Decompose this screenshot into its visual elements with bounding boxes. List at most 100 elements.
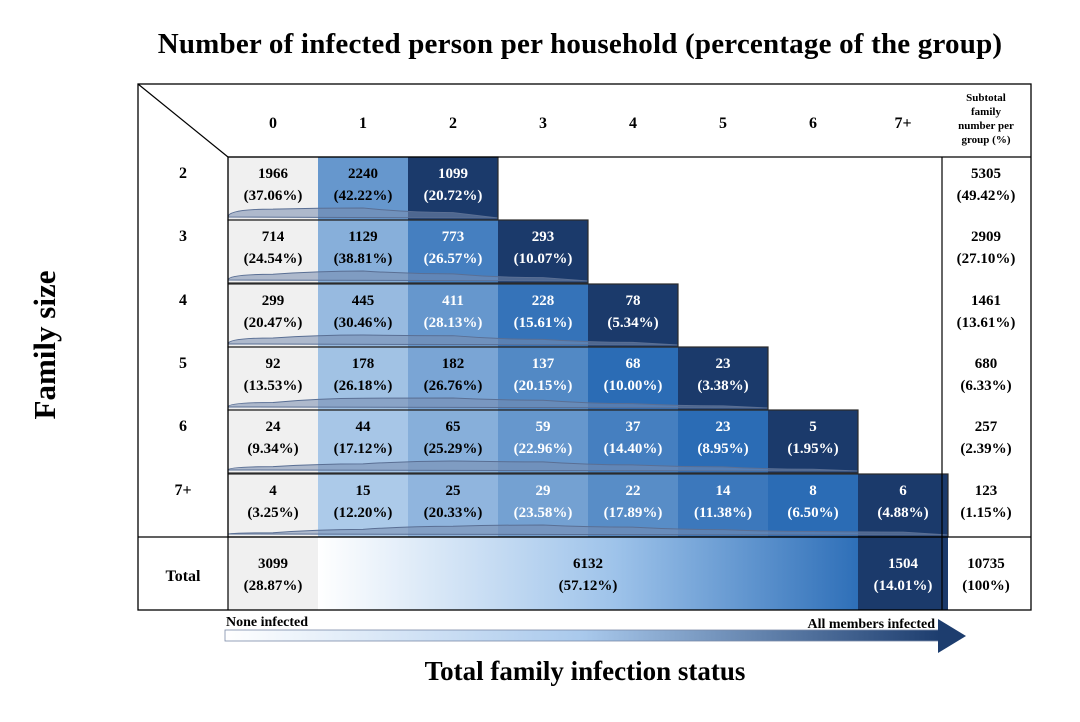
grand-total-percent: (100%) — [962, 578, 1010, 594]
distribution-curve-row-3 — [227, 270, 589, 282]
cell-percent: (38.81%) — [334, 251, 393, 267]
table-border — [137, 83, 1032, 611]
row-label-4: 4 — [179, 292, 187, 309]
cell-count: 299 — [262, 293, 285, 309]
status-arrow-head — [938, 619, 966, 653]
cell-count: 445 — [352, 293, 375, 309]
cell-percent: (22.96%) — [514, 441, 573, 457]
cell-count: 68 — [626, 356, 641, 372]
cell-count: 1966 — [258, 166, 289, 182]
cell-count: 228 — [532, 293, 555, 309]
distribution-curve-row-7+ — [227, 524, 949, 536]
cell-r5-c5 — [678, 347, 768, 410]
cell-r7+-c0 — [228, 474, 318, 537]
row-label-2: 2 — [179, 165, 187, 182]
cell-percent: (20.72%) — [424, 188, 483, 204]
cell-percent: (3.38%) — [697, 378, 748, 394]
status-label-none-infected: None infected — [226, 615, 308, 630]
cell-count: 23 — [716, 419, 731, 435]
total-none-count: 3099 — [258, 556, 288, 572]
cell-count: 5 — [809, 419, 817, 435]
cell-percent: (26.18%) — [334, 378, 393, 394]
cell-percent: (10.07%) — [514, 251, 573, 267]
subtotal-count: 1461 — [971, 293, 1001, 309]
distribution-curve-row-2 — [227, 207, 499, 219]
total-partial-cell — [318, 537, 858, 610]
subtotal-percent: (27.10%) — [957, 251, 1016, 267]
cell-count: 59 — [536, 419, 551, 435]
cell-percent: (1.95%) — [787, 441, 838, 457]
total-none-cell — [228, 537, 318, 610]
corner-diagonal — [137, 83, 229, 158]
cell-r6-c0 — [228, 410, 318, 473]
x-axis-label: Total family infection status — [424, 656, 746, 686]
cell-percent: (8.95%) — [697, 441, 748, 457]
cell-r5-c4 — [588, 347, 678, 410]
cell-percent: (25.29%) — [424, 441, 483, 457]
chart-title: Number of infected person per household … — [157, 28, 1003, 60]
cell-percent: (23.58%) — [514, 505, 573, 521]
column-header-3: 3 — [539, 115, 547, 132]
total-partial-count: 6132 — [573, 556, 603, 572]
subtotal-count: 680 — [975, 356, 998, 372]
cell-count: 8 — [809, 483, 817, 499]
cell-count: 2240 — [348, 166, 378, 182]
cell-percent: (12.20%) — [334, 505, 393, 521]
cell-r3-c3 — [498, 220, 588, 283]
cell-count: 22 — [626, 483, 641, 499]
cell-r2-c2 — [408, 157, 498, 220]
cell-count: 44 — [356, 419, 372, 435]
cell-percent: (24.54%) — [244, 251, 303, 267]
cell-percent: (30.46%) — [334, 315, 393, 331]
cell-count: 78 — [626, 293, 641, 309]
cell-r4-c4 — [588, 284, 678, 347]
cell-percent: (17.89%) — [604, 505, 663, 521]
cell-count: 14 — [716, 483, 732, 499]
cell-count: 178 — [352, 356, 375, 372]
cell-count: 714 — [262, 229, 285, 245]
cell-percent: (3.25%) — [247, 505, 298, 521]
column-header-7+: 7+ — [894, 115, 911, 132]
cell-count: 137 — [532, 356, 555, 372]
total-all-percent: (14.01%) — [874, 578, 933, 594]
row-label-6: 6 — [179, 418, 187, 435]
cell-percent: (17.12%) — [334, 441, 393, 457]
cell-count: 4 — [269, 483, 277, 499]
distribution-curve-row-6 — [227, 460, 859, 472]
cell-percent: (37.06%) — [244, 188, 303, 204]
subtotal-percent: (49.42%) — [957, 188, 1016, 204]
cell-percent: (15.61%) — [514, 315, 573, 331]
cell-count: 182 — [442, 356, 465, 372]
cell-percent: (20.15%) — [514, 378, 573, 394]
cell-percent: (11.38%) — [694, 505, 752, 521]
subtotal-count: 123 — [975, 483, 998, 499]
cell-count: 411 — [442, 293, 464, 309]
subtotal-header: Subtotal family number per group (%) — [958, 92, 1014, 146]
cell-r7+-c5 — [678, 474, 768, 537]
total-all-cell — [858, 537, 948, 610]
distribution-curve-row-5 — [227, 397, 769, 409]
cell-r6-c4 — [588, 410, 678, 473]
column-header-2: 2 — [449, 115, 457, 132]
cell-count: 15 — [356, 483, 371, 499]
cell-r7+-c7+ — [858, 474, 948, 537]
column-header-5: 5 — [719, 115, 727, 132]
subtotal-percent: (13.61%) — [957, 315, 1016, 331]
cell-count: 293 — [532, 229, 555, 245]
subtotal-count: 2909 — [971, 229, 1001, 245]
cell-percent: (10.00%) — [604, 378, 663, 394]
cell-count: 23 — [716, 356, 731, 372]
subtotal-percent: (6.33%) — [960, 378, 1011, 394]
cell-r6-c6 — [768, 410, 858, 473]
column-header-6: 6 — [809, 115, 817, 132]
column-header-4: 4 — [629, 115, 637, 132]
cell-count: 25 — [446, 483, 461, 499]
subtotal-percent: (2.39%) — [960, 441, 1011, 457]
cell-r7+-c1 — [318, 474, 408, 537]
cell-count: 1099 — [438, 166, 468, 182]
cell-r3-c2 — [408, 220, 498, 283]
cell-count: 37 — [626, 419, 642, 435]
cell-count: 92 — [266, 356, 281, 372]
cell-percent: (5.34%) — [607, 315, 658, 331]
